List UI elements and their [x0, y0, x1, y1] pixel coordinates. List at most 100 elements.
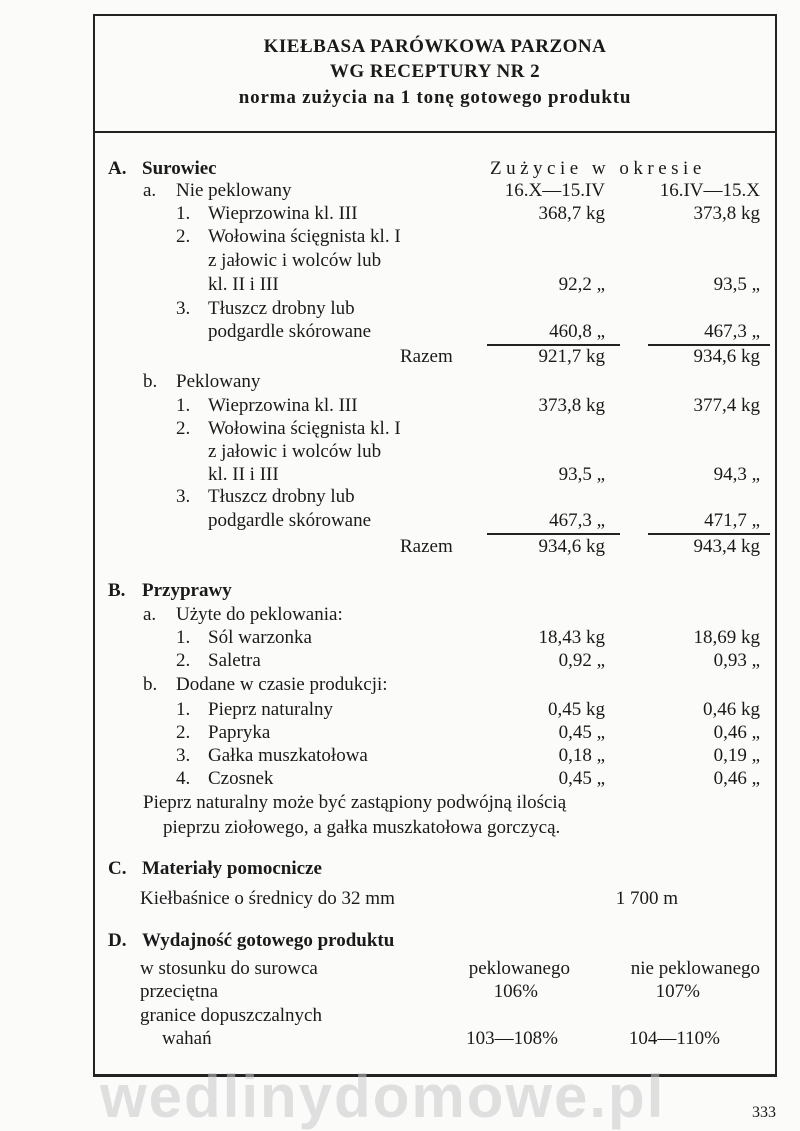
table-row: z jałowic i wolców lub [0, 441, 800, 463]
item-number: B. [108, 580, 126, 601]
value-summer: 0,46 „ [713, 768, 760, 789]
item-number: b. [143, 674, 158, 695]
item-label: Wołowina ścięgnista kl. I [208, 418, 401, 439]
item-label: pieprzu ziołowego, a gałka muszkatołowa … [163, 817, 561, 838]
table-row: Kiełbaśnice o średnicy do 32 mm 1 700 m [0, 888, 800, 910]
value-summer: 0,46 „ [713, 722, 760, 743]
value-summer: 467,3 „ [704, 321, 760, 342]
value-winter: peklowanego [468, 958, 570, 979]
sum-rule [487, 533, 620, 535]
item-label: Pieprz naturalny [208, 699, 334, 720]
table-row: kl. II i III 93,5 „ 94,3 „ [0, 464, 800, 486]
period-header: Zużycie w okresie [490, 158, 706, 179]
value-summer: 471,7 „ [704, 510, 760, 531]
item-label: przeciętna [140, 981, 219, 1002]
value-winter: 934,6 kg [538, 536, 606, 557]
item-number: A. [108, 158, 127, 179]
item-label: granice dopuszczalnych [140, 1005, 322, 1026]
item-number: a. [143, 604, 157, 625]
value-summer: 0,19 „ [713, 745, 760, 766]
item-number: b. [143, 371, 158, 392]
table-row: b. Dodane w czasie produkcji: [0, 674, 800, 696]
value-winter: 92,2 „ [558, 274, 605, 295]
item-label: Sól warzonka [208, 627, 312, 648]
value-summer: 107% [655, 981, 700, 1002]
table-row: podgardle skórowane 460,8 „ 467,3 „ [0, 321, 800, 346]
value-summer: 18,69 kg [693, 627, 761, 648]
table-row: A. Surowiec Zużycie w okresie [0, 158, 800, 180]
table-row: a. Użyte do peklowania: [0, 604, 800, 626]
item-label: Saletra [208, 650, 261, 671]
value-winter: 368,7 kg [538, 203, 606, 224]
table-row: kl. II i III 92,2 „ 93,5 „ [0, 274, 800, 296]
table-row: podgardle skórowane 467,3 „ 471,7 „ [0, 510, 800, 535]
value-winter: 467,3 „ [549, 510, 605, 531]
item-label: w stosunku do surowca [140, 958, 318, 979]
item-label: Tłuszcz drobny lub [208, 298, 355, 319]
table-row: C. Materiały pomocnicze [0, 858, 800, 880]
item-label: podgardle skórowane [208, 510, 372, 531]
item-number: 1. [176, 699, 191, 720]
item-number: 1. [176, 395, 191, 416]
value-winter: 1 700 m [615, 888, 678, 909]
watermark: wedlinydomowe.pl [100, 1063, 666, 1130]
sum-rule [648, 533, 770, 535]
value-winter: 921,7 kg [538, 346, 606, 367]
item-number: 1. [176, 203, 191, 224]
item-label: Dodane w czasie produkcji: [176, 674, 388, 695]
item-label: Tłuszcz drobny lub [208, 486, 355, 507]
item-number: 3. [176, 298, 191, 319]
value-summer: 943,4 kg [693, 536, 761, 557]
value-winter: 16.X—15.IV [504, 180, 605, 201]
table-row: 4. Czosnek 0,45 „ 0,46 „ [0, 768, 800, 790]
item-number: D. [108, 930, 127, 951]
item-label: Kiełbaśnice o średnicy do 32 mm [140, 888, 395, 909]
value-summer: 0,46 kg [703, 699, 760, 720]
item-label: Wieprzowina kl. III [208, 395, 358, 416]
item-label: wahań [162, 1028, 212, 1049]
table-row: 2. Saletra 0,92 „ 0,93 „ [0, 650, 800, 672]
item-label: Czosnek [208, 768, 274, 789]
table-row: 3. Tłuszcz drobny lub [0, 298, 800, 320]
value-winter: 106% [493, 981, 538, 1002]
value-winter: 0,45 „ [558, 768, 605, 789]
table-row: granice dopuszczalnych [0, 1005, 800, 1027]
item-number: 2. [176, 722, 191, 743]
table-row: 1. Pieprz naturalny 0,45 kg 0,46 kg [0, 699, 800, 721]
item-label: Papryka [208, 722, 271, 743]
value-summer: 94,3 „ [713, 464, 760, 485]
value-winter: 0,45 kg [548, 699, 605, 720]
item-number: 2. [176, 418, 191, 439]
page-number: 333 [752, 1104, 776, 1121]
value-summer: 104—110% [628, 1028, 720, 1049]
item-label: Peklowany [176, 371, 261, 392]
item-label: z jałowic i wolców lub [208, 441, 382, 462]
value-winter: 0,18 „ [558, 745, 605, 766]
table-row: 1. Wieprzowina kl. III 368,7 kg 373,8 kg [0, 203, 800, 225]
table-row: z jałowic i wolców lub [0, 250, 800, 272]
title-line-3: norma zużycia na 1 tonę gotowego produkt… [238, 87, 632, 108]
table-row: D. Wydajność gotowego produktu [0, 930, 800, 952]
title-line-2: WG RECEPTURY NR 2 [329, 61, 541, 82]
table-row: B. Przyprawy [0, 580, 800, 602]
table-row: Pieprz naturalny może być zastąpiony pod… [0, 792, 800, 814]
value-winter: 0,92 „ [558, 650, 605, 671]
item-label: Przyprawy [142, 580, 232, 601]
item-label: Nie peklowany [176, 180, 292, 201]
value-summer: 93,5 „ [713, 274, 760, 295]
item-number: C. [108, 858, 127, 879]
item-label: podgardle skórowane [208, 321, 372, 342]
item-label: Wieprzowina kl. III [208, 203, 358, 224]
value-winter: 460,8 „ [549, 321, 605, 342]
value-winter: 103—108% [466, 1028, 558, 1049]
item-number: 2. [176, 650, 191, 671]
value-summer: 934,6 kg [693, 346, 761, 367]
value-summer: 377,4 kg [693, 395, 761, 416]
table-row: 2. Papryka 0,45 „ 0,46 „ [0, 722, 800, 744]
value-summer: 16.IV—15.X [659, 180, 760, 201]
item-label: kl. II i III [208, 274, 279, 295]
item-number: 4. [176, 768, 191, 789]
title-line-1: KIEŁBASA PARÓWKOWA PARZONA [263, 36, 607, 57]
page-frame [93, 14, 777, 1077]
item-number: 1. [176, 627, 191, 648]
